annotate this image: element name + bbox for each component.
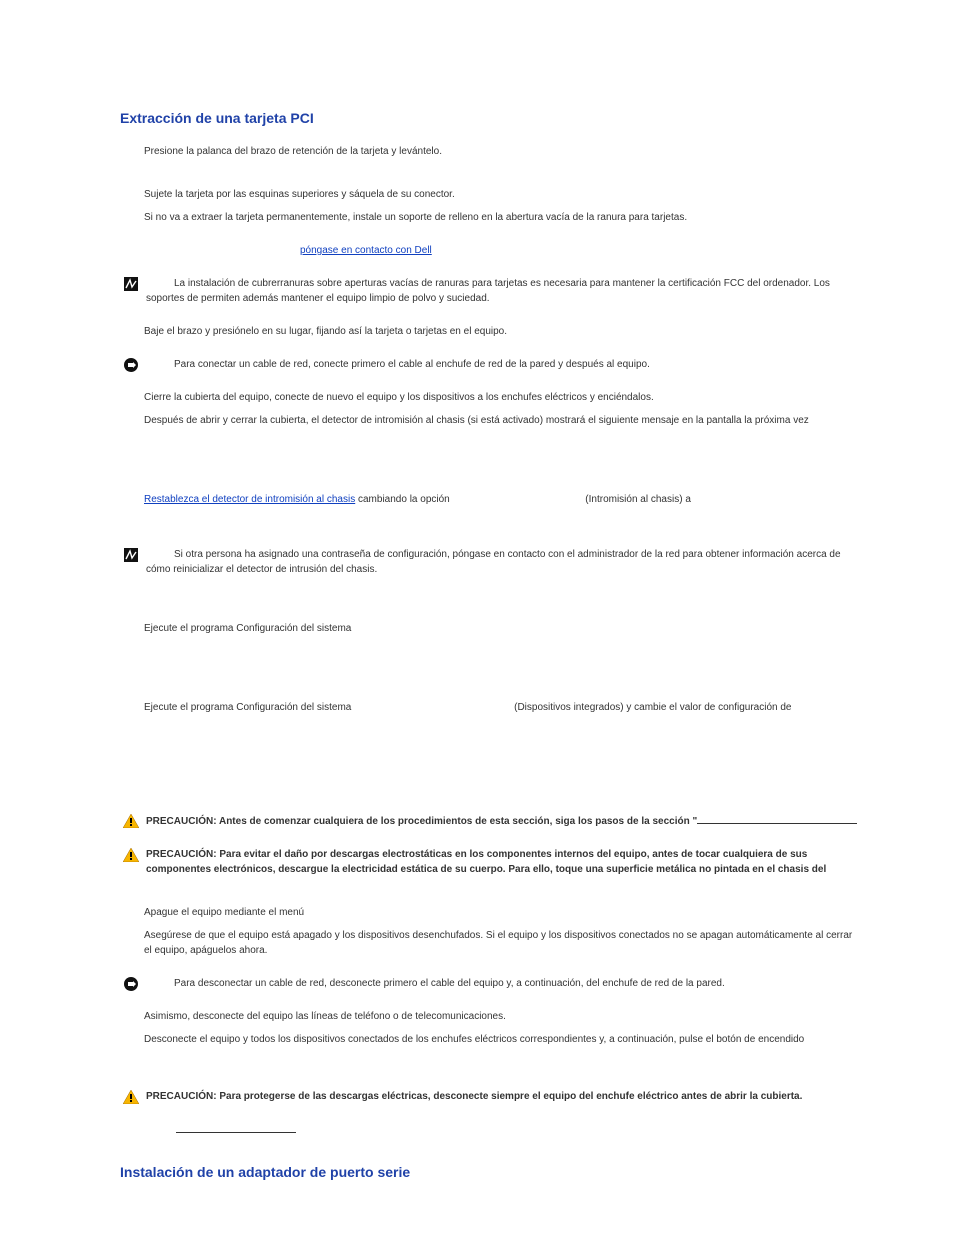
caution-icon (120, 847, 142, 862)
para-10: Apague el equipo mediante el menú (144, 905, 859, 920)
para-1: Presione la palanca del brazo de retenci… (144, 144, 859, 159)
link-placeholder (176, 1122, 859, 1138)
para-13: Desconecte el equipo y todos los disposi… (144, 1032, 859, 1047)
note-cubrerranuras: La instalación de cubrerranuras sobre ap… (120, 276, 859, 306)
para-12: Asimismo, desconecte del equipo las líne… (144, 1009, 859, 1024)
para-7: Restablezca el detector de intromisión a… (144, 492, 859, 507)
para-7b: (Intromisión al chasis) a (583, 494, 691, 505)
spacer (120, 507, 859, 533)
notice-icon (120, 357, 142, 372)
caution-body: PRECAUCIÓN: Para protegerse de las desca… (142, 1089, 859, 1104)
notice-body: Para desconectar un cable de red, descon… (142, 976, 859, 991)
para-6: Después de abrir y cerrar la cubierta, e… (144, 413, 859, 428)
para-3: Si no va a extraer la tarjeta permanente… (144, 210, 859, 225)
notice-icon (120, 976, 142, 991)
caution-icon (120, 813, 142, 828)
note-body: Si otra persona ha asignado una contrase… (142, 547, 859, 577)
heading-extraccion-pci: Extracción de una tarjeta PCI (120, 110, 859, 126)
para-5: Cierre la cubierta del equipo, conecte d… (144, 390, 859, 405)
para-4: Baje el brazo y presiónelo en su lugar, … (144, 324, 859, 339)
caution-body: PRECAUCIÓN: Antes de comenzar cualquiera… (142, 813, 859, 829)
notice-cable-red-connect: Para conectar un cable de red, conecte p… (120, 357, 859, 372)
note-icon (120, 276, 142, 291)
spacer (120, 446, 859, 492)
spacer (120, 654, 859, 700)
heading-instalacion-adaptador: Instalación de un adaptador de puerto se… (120, 1164, 859, 1180)
spacer (120, 1138, 859, 1164)
caution-before-procedures: PRECAUCIÓN: Antes de comenzar cualquiera… (120, 813, 859, 829)
note-icon (120, 547, 142, 562)
para-2: Sujete la tarjeta por las esquinas super… (144, 187, 859, 202)
notice-disconnect-cable: Para desconectar un cable de red, descon… (120, 976, 859, 991)
spacer (120, 715, 859, 799)
note-body: La instalación de cubrerranuras sobre ap… (142, 276, 859, 306)
spacer (120, 595, 859, 621)
document-page: Extracción de una tarjeta PCI Presione l… (0, 0, 954, 1258)
link-restablezca-detector[interactable]: Restablezca el detector de intromisión a… (144, 494, 355, 505)
caution-disconnect-power: PRECAUCIÓN: Para protegerse de las desca… (120, 1089, 859, 1104)
para-8: Ejecute el programa Configuración del si… (144, 621, 859, 636)
notice-body: Para conectar un cable de red, conecte p… (142, 357, 859, 372)
note-contrasena-config: Si otra persona ha asignado una contrase… (120, 547, 859, 577)
link-row-contact-dell: póngase en contacto con Dell (300, 243, 859, 258)
caution-icon (120, 1089, 142, 1104)
spacer (120, 1065, 859, 1075)
para-9: Ejecute el programa Configuración del si… (144, 700, 859, 715)
spacer (120, 895, 859, 905)
para-11: Asegúrese de que el equipo está apagado … (144, 928, 859, 958)
para-7a: cambiando la opción (355, 494, 452, 505)
link-contact-dell[interactable]: póngase en contacto con Dell (300, 245, 432, 256)
caution-esd: PRECAUCIÓN: Para evitar el daño por desc… (120, 847, 859, 877)
spacer (120, 177, 859, 187)
para-9a: Ejecute el programa Configuración del si… (144, 702, 351, 713)
caution-body: PRECAUCIÓN: Para evitar el daño por desc… (142, 847, 859, 877)
para-9b: (Dispositivos integrados) y cambie el va… (511, 702, 791, 713)
